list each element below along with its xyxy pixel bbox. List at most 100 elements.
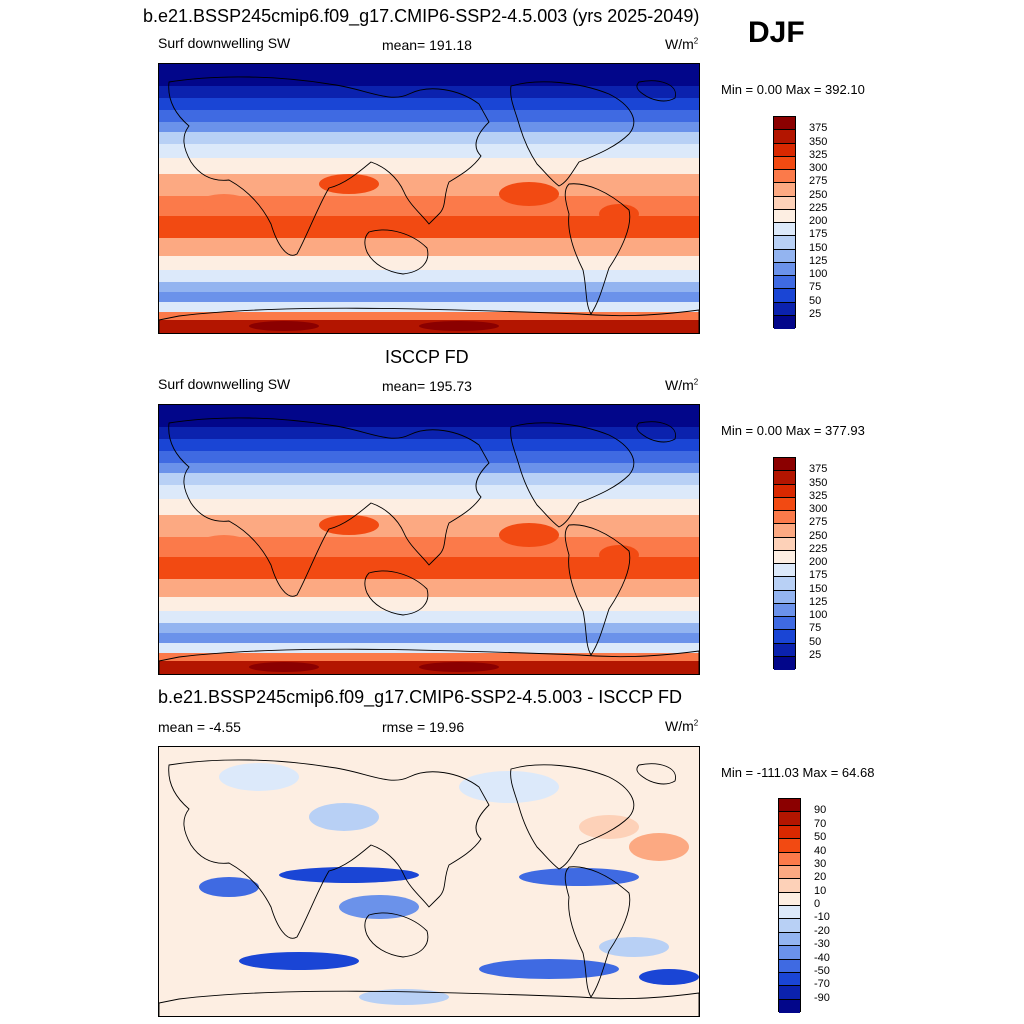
colorbar-tick-label: 375 — [809, 122, 828, 135]
colorbar-tick-label: 250 — [809, 529, 828, 542]
panel2-title: ISCCP FD — [385, 347, 469, 367]
colorbar-tick-label: 125 — [809, 595, 828, 608]
colorbar-box — [779, 959, 800, 973]
colorbar-box — [779, 799, 800, 813]
colorbar-box — [774, 156, 795, 170]
colorbar-box — [774, 289, 795, 303]
colorbar-box — [774, 236, 795, 250]
colorbar-tick-label: 200 — [809, 215, 828, 227]
colorbar-box — [774, 617, 795, 631]
colorbar-box — [774, 196, 795, 210]
colorbar-tick-label: 0 — [814, 898, 821, 910]
colorbar-tick-label: 325 — [809, 148, 828, 161]
colorbar-tick-label: 90 — [814, 804, 827, 817]
colorbar-box — [774, 315, 795, 329]
colorbar-tick-label: 100 — [809, 268, 828, 280]
colorbar-box — [774, 603, 795, 617]
colorbar-box — [779, 919, 800, 933]
panel3-title: b.e21.BSSP245cmip6.f09_g17.CMIP6-SSP2-4.… — [158, 687, 682, 707]
colorbar-box — [779, 932, 800, 947]
colorbar-box — [779, 972, 800, 987]
colorbar-tick-label: -20 — [814, 924, 830, 937]
colorbar-tick-label: 150 — [809, 241, 828, 254]
colorbar-tick-label: 50 — [814, 831, 827, 844]
colorbar-tick-label: 175 — [809, 569, 828, 582]
panel1-mean-label: mean= 191.18 — [382, 37, 472, 53]
colorbar-tick-label: 225 — [809, 542, 828, 555]
panel3-units: W/m2 — [665, 718, 699, 734]
colorbar-box — [774, 209, 795, 223]
colorbar-tick-label: 70 — [814, 817, 827, 830]
colorbar-box — [779, 879, 800, 893]
panel1-left-label: Surf downwelling SW — [158, 35, 291, 51]
colorbar-box — [774, 656, 795, 670]
colorbar-box — [774, 564, 795, 578]
figure-title: b.e21.BSSP245cmip6.f09_g17.CMIP6-SSP2-4.… — [143, 6, 700, 26]
colorbar-tick-label: 75 — [809, 281, 822, 294]
colorbar-box — [774, 143, 795, 157]
colorbar-box — [774, 302, 795, 316]
panel3-mean-label: mean = -4.55 — [158, 719, 241, 735]
colorbar-box — [774, 550, 795, 564]
colorbar-box — [779, 999, 800, 1013]
colorbar-tick-label: -10 — [814, 911, 830, 924]
colorbar-tick-label: 25 — [809, 648, 822, 661]
colorbar-box — [774, 276, 795, 290]
colorbar-tick-label: 350 — [809, 135, 828, 148]
colorbar-tick-label: 325 — [809, 489, 828, 502]
colorbar-tick-label: -70 — [814, 978, 830, 991]
panel3-rmse-label: rmse = 19.96 — [382, 719, 465, 735]
colorbar-box — [774, 511, 795, 525]
colorbar-tick-label: 275 — [809, 516, 828, 529]
colorbar-tick-label: 25 — [809, 307, 822, 320]
colorbar-box — [774, 643, 795, 657]
colorbar-tick-label: 100 — [809, 609, 828, 621]
colorbar-tick-label: 150 — [809, 582, 828, 595]
colorbar-tick-label: -50 — [814, 964, 830, 977]
colorbar-box — [774, 524, 795, 538]
colorbar-tick-label: 375 — [809, 463, 828, 476]
panel2-mean-label: mean= 195.73 — [382, 378, 472, 394]
colorbar-box — [774, 183, 795, 197]
colorbar-box — [779, 825, 800, 840]
colorbar-box — [774, 170, 795, 184]
colorbar-tick-label: 300 — [809, 162, 828, 174]
colorbar-box — [774, 262, 795, 276]
colorbar-tick-label: 250 — [809, 188, 828, 201]
colorbar-tick-label: 275 — [809, 175, 828, 188]
panel2-units: W/m2 — [665, 377, 699, 393]
colorbar-tick-label: -30 — [814, 938, 830, 951]
colorbar-box — [779, 812, 800, 826]
colorbar-box — [774, 117, 795, 131]
panel2-map — [158, 404, 700, 675]
colorbar-box — [774, 471, 795, 485]
colorbar-tick-label: 40 — [814, 844, 827, 857]
panel1-units: W/m2 — [665, 36, 699, 52]
colorbar-tick-label: 200 — [809, 556, 828, 568]
colorbar-box — [774, 537, 795, 551]
colorbar-box — [779, 986, 800, 1000]
panel1-colorbar — [773, 116, 796, 329]
panel1-minmax: Min = 0.00 Max = 392.10 — [721, 82, 865, 97]
colorbar-box — [774, 484, 795, 498]
colorbar-tick-label: 350 — [809, 476, 828, 489]
colorbar-tick-label: 20 — [814, 871, 827, 884]
panel3-colorbar — [778, 798, 801, 1013]
panel2-left-label: Surf downwelling SW — [158, 376, 291, 392]
colorbar-box — [779, 852, 800, 866]
colorbar-tick-label: 50 — [809, 635, 822, 648]
season-label: DJF — [748, 16, 805, 49]
colorbar-box — [774, 590, 795, 604]
panel2-colorbar — [773, 457, 796, 670]
colorbar-tick-label: -40 — [814, 951, 830, 964]
colorbar-box — [779, 892, 800, 906]
colorbar-box — [774, 223, 795, 237]
colorbar-box — [774, 249, 795, 263]
panel1-map — [158, 63, 700, 334]
panel2-minmax: Min = 0.00 Max = 377.93 — [721, 423, 865, 438]
colorbar-tick-label: 10 — [814, 884, 827, 897]
colorbar-box — [774, 577, 795, 591]
colorbar-box — [774, 458, 795, 472]
colorbar-box — [779, 906, 800, 920]
